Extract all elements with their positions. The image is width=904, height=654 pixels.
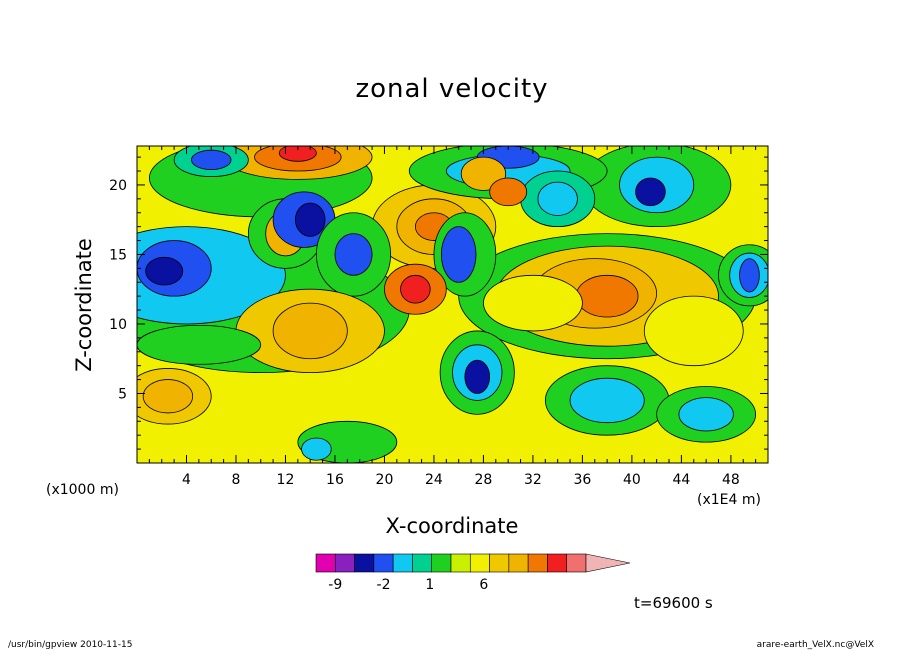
field-contour-region <box>278 146 317 162</box>
field-contour-region <box>191 149 232 171</box>
colorbar-segment <box>315 553 336 573</box>
field-contour-region <box>464 359 491 394</box>
colorbar-label: 6 <box>479 577 488 593</box>
x-tick-label: 44 <box>672 472 690 488</box>
colorbar-segment <box>450 553 471 573</box>
colorbar-segment <box>527 553 548 573</box>
colorbar-segment <box>566 553 587 573</box>
y-tick-label: 20 <box>109 178 127 194</box>
x-tick-label: 8 <box>232 472 241 488</box>
colorbar-segment <box>392 553 413 573</box>
field-contour-region <box>272 302 348 360</box>
x-tick-label: 20 <box>376 472 394 488</box>
y-axis-label: Z-coordinate <box>72 238 96 372</box>
x-tick-label: 32 <box>524 472 542 488</box>
velocity-field <box>137 146 768 463</box>
colorbar-segment <box>373 553 394 573</box>
field-contour-region <box>137 324 262 365</box>
colorbar-segment <box>431 553 452 573</box>
field-contour-region <box>739 258 760 293</box>
colorbar-segment <box>412 553 433 573</box>
field-contour-region <box>294 202 326 237</box>
x-tick-label: 24 <box>425 472 443 488</box>
colorbar-label: 1 <box>425 577 434 593</box>
colorbar-label: -9 <box>328 577 342 593</box>
colorbar: -9 -2 1 6 <box>315 553 631 593</box>
field-contour-region <box>643 295 744 367</box>
colorbar-segment <box>547 553 568 573</box>
field-contour-region <box>145 256 184 286</box>
field-contour-region <box>400 274 431 304</box>
field-contour-region <box>635 177 666 207</box>
y-tick-label: 5 <box>118 386 127 402</box>
field-contour-region <box>334 233 373 276</box>
colorbar-extend-arrow <box>585 553 631 573</box>
plot-frame <box>136 145 769 464</box>
colorbar-label: -2 <box>377 577 391 593</box>
y-tick-label: 10 <box>109 317 127 333</box>
chart-title: zonal velocity <box>355 74 549 104</box>
x-tick-label: 16 <box>326 472 344 488</box>
y-axis-unit: (x1000 m) <box>46 482 119 498</box>
time-annotation: t=69600 s <box>634 594 713 612</box>
x-axis-label: X-coordinate <box>385 514 519 538</box>
field-contour-region <box>537 181 578 216</box>
field-contour-region <box>483 274 583 332</box>
y-tick-label: 15 <box>109 247 127 263</box>
field-contour-region <box>569 377 645 424</box>
colorbar-segment <box>354 553 375 573</box>
footer-left: /usr/bin/gpview 2010-11-15 <box>8 640 133 650</box>
field-contour-region <box>489 177 528 207</box>
colorbar-segment <box>469 553 490 573</box>
field-contour-region <box>678 397 734 432</box>
colorbar-segment <box>508 553 529 573</box>
colorbar-segment <box>489 553 510 573</box>
x-tick-label: 4 <box>182 472 191 488</box>
field-contour-region <box>301 437 332 461</box>
x-axis-unit: (x1E4 m) <box>697 492 761 508</box>
x-tick-label: 40 <box>623 472 641 488</box>
colorbar-segment <box>334 553 355 573</box>
field-contour-region <box>440 226 477 283</box>
footer-right: arare-earth_VelX.nc@VelX <box>756 640 874 650</box>
x-tick-label: 36 <box>573 472 591 488</box>
field-contour-region <box>142 379 194 414</box>
x-tick-label: 12 <box>277 472 295 488</box>
x-tick-label: 48 <box>722 472 740 488</box>
field-contour-region <box>575 274 639 318</box>
x-tick-label: 28 <box>475 472 493 488</box>
